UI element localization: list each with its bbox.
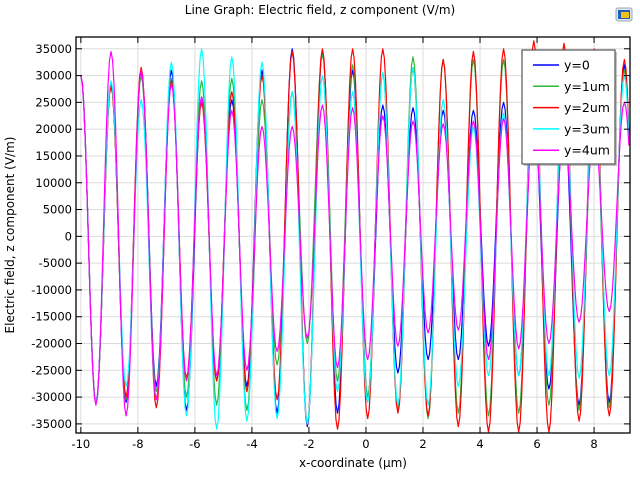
x-tick-label: -2 — [303, 437, 314, 451]
x-tick-label: -4 — [246, 437, 257, 451]
x-tick-label: 6 — [533, 437, 540, 451]
legend-entry: y=0 — [564, 58, 590, 73]
y-tick-label: 0 — [65, 229, 72, 243]
x-tick-label: 4 — [476, 437, 483, 451]
y-tick-label: 5000 — [43, 203, 72, 217]
x-tick-label: -10 — [71, 437, 90, 451]
y-tick-label: 35000 — [35, 42, 72, 56]
axis-ticks — [76, 37, 630, 433]
y-tick-label: -25000 — [31, 363, 72, 377]
y-tick-label: 15000 — [35, 149, 72, 163]
y-tick-label: 25000 — [35, 95, 72, 109]
y-tick-label: -5000 — [39, 256, 72, 270]
graphics-window-icon[interactable] — [615, 7, 633, 22]
legend-entry: y=3um — [564, 121, 610, 136]
y-tick-label: 30000 — [35, 69, 72, 83]
legend-entry: y=4um — [564, 143, 610, 158]
y-tick-label: -30000 — [31, 390, 72, 404]
y-tick-label: -10000 — [31, 283, 72, 297]
y-tick-label: 20000 — [35, 122, 72, 136]
x-tick-label: 0 — [362, 437, 369, 451]
y-tick-label: -20000 — [31, 337, 72, 351]
legend: y=0 y=1um y=2um y=3um y=4um — [521, 49, 617, 166]
x-tick-label: -6 — [189, 437, 200, 451]
x-tick-label: 8 — [590, 437, 597, 451]
chart-title: Line Graph: Electric field, z component … — [184, 3, 456, 17]
tick-labels: -10 -8 -6 -4 -2 0 2 4 6 8 -35000 -30000 -25000 -20000… — [31, 42, 597, 451]
legend-entry: y=1um — [564, 79, 610, 94]
y-tick-label: -15000 — [31, 310, 72, 324]
x-tick-label: -8 — [132, 437, 143, 451]
y-tick-label: -35000 — [31, 417, 72, 431]
x-tick-label: 2 — [419, 437, 426, 451]
x-axis-label: x-coordinate (µm) — [299, 456, 407, 470]
plot-frame — [75, 36, 631, 434]
y-axis-label: Electric field, z component (V/m) — [3, 137, 17, 334]
legend-entry: y=2um — [564, 100, 610, 115]
y-tick-label: 10000 — [35, 176, 72, 190]
